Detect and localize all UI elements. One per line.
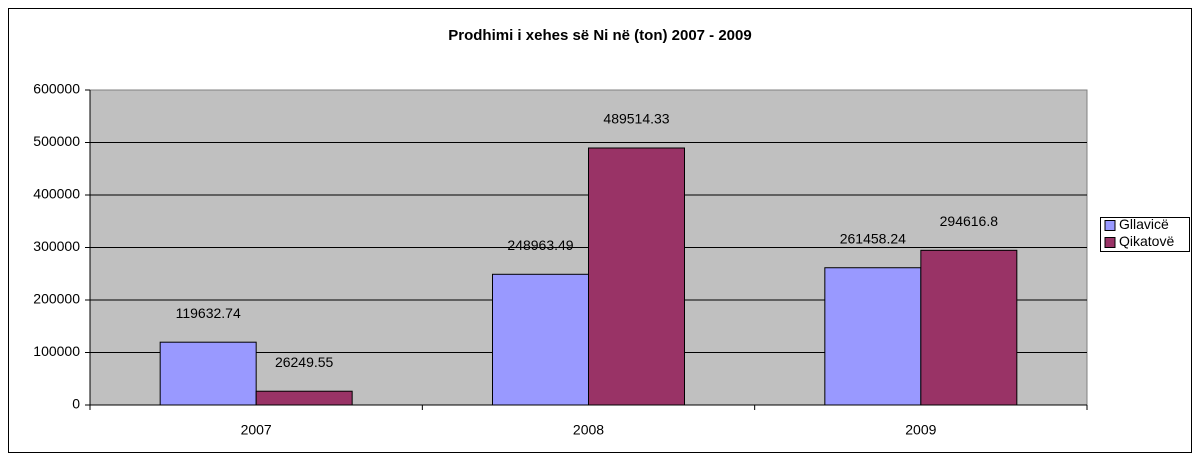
y-tick-label: 400000 [33, 186, 80, 202]
chart-title: Prodhimi i xehes së Ni në (ton) 2007 - 2… [448, 27, 751, 44]
data-label: 26249.55 [275, 354, 334, 370]
y-tick-label: 300000 [33, 238, 80, 254]
y-tick-label: 200000 [33, 291, 80, 307]
y-tick-label: 500000 [33, 133, 80, 149]
x-tick-label: 2007 [241, 422, 272, 438]
bar [588, 147, 685, 406]
legend-label: Gllavicë [1119, 216, 1169, 232]
data-label: 119632.74 [176, 305, 241, 321]
y-tick-label: 100000 [33, 343, 80, 359]
legend-label: Qikatovë [1119, 233, 1174, 249]
data-label: 294616.8 [940, 213, 999, 229]
bar [255, 390, 353, 406]
x-tick-label: 2008 [573, 422, 604, 438]
y-tick-label: 600000 [33, 81, 80, 97]
y-tick-label: 0 [72, 396, 80, 412]
bar [159, 341, 257, 406]
data-label: 261458.24 [840, 230, 906, 246]
x-tick-label: 2009 [905, 422, 936, 438]
data-label: 248963.49 [507, 237, 573, 253]
bar [492, 273, 589, 406]
legend-swatch [1104, 237, 1116, 248]
bar [824, 267, 922, 406]
bar [920, 249, 1018, 406]
data-label: 489514.33 [603, 111, 669, 127]
legend-swatch [1104, 220, 1116, 231]
